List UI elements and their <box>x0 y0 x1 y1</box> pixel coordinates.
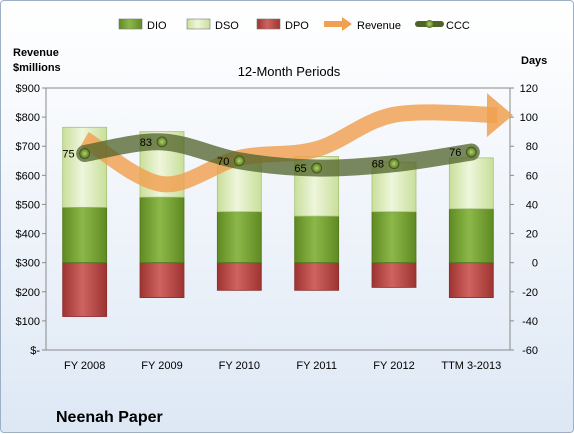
category-label: FY 2009 <box>141 360 182 372</box>
left-axis-label-line1: Revenue <box>13 47 59 59</box>
legend-label-dso: DSO <box>215 20 239 32</box>
legend-swatch-dso <box>186 18 211 30</box>
left-tick-label: $300 <box>16 258 40 270</box>
legend-swatch-ccc-dot <box>425 20 434 28</box>
dio-bar <box>216 211 262 264</box>
dpo-bar <box>139 262 185 298</box>
right-tick-label: 120 <box>520 83 538 95</box>
legend-swatch-dio <box>118 18 143 30</box>
left-tick-label: $900 <box>16 83 40 95</box>
legend-label-dpo: DPO <box>285 20 309 32</box>
legend: DIO DSO DPO Revenue CCC <box>118 17 470 32</box>
ccc-point <box>311 162 323 174</box>
category-label: TTM 3-2013 <box>441 360 501 372</box>
ccc-data-label: 76 <box>449 147 461 159</box>
legend-swatch-revenue-arrowhead <box>342 17 352 31</box>
ccc-line <box>76 133 480 177</box>
revenue-line <box>80 104 498 193</box>
right-tick-label: -60 <box>522 345 538 357</box>
left-tick-label: $700 <box>16 141 40 153</box>
chart-title: 12-Month Periods <box>238 64 341 79</box>
right-tick-label: 20 <box>526 229 538 241</box>
dso-bar <box>448 157 494 210</box>
left-tick-label: $200 <box>16 287 40 299</box>
company-name: Neenah Paper <box>56 409 163 426</box>
right-tick-label: 100 <box>520 112 538 124</box>
ccc-data-label: 83 <box>140 137 152 149</box>
dio-bar <box>371 211 417 264</box>
revenue-arrowhead <box>486 93 513 138</box>
dpo-bar <box>448 262 494 298</box>
right-tick-label: -20 <box>522 287 538 299</box>
left-tick-label: $- <box>30 345 40 357</box>
ccc-point <box>388 158 400 170</box>
left-tick-label: $600 <box>16 170 40 182</box>
legend-label-ccc: CCC <box>446 20 470 32</box>
ccc-point <box>233 155 245 167</box>
ccc-point <box>465 146 477 158</box>
category-label: FY 2010 <box>219 360 260 372</box>
dpo-bar <box>216 262 262 291</box>
ccc-layer: 75 83 70 65 68 76 <box>62 133 480 177</box>
dpo-bar <box>294 262 340 291</box>
plot-area <box>45 87 511 351</box>
dpo-bar <box>62 262 108 317</box>
dio-bar <box>294 215 340 264</box>
ccc-data-label: 70 <box>217 156 229 168</box>
left-axis-label-line2: $millions <box>13 62 61 74</box>
right-tick-label: 40 <box>526 199 538 211</box>
right-tick-label: 60 <box>526 170 538 182</box>
left-tick-label: $400 <box>16 229 40 241</box>
category-label: FY 2008 <box>64 360 105 372</box>
ccc-point <box>79 148 91 159</box>
dpo-bar <box>371 262 417 288</box>
right-tick-label: 80 <box>526 141 538 153</box>
dio-bar <box>139 196 185 264</box>
dio-bar <box>62 206 108 264</box>
legend-label-revenue: Revenue <box>357 20 401 32</box>
right-tick-label: -40 <box>522 316 538 328</box>
revenue-layer <box>80 93 513 193</box>
legend-swatch-dpo <box>256 18 281 30</box>
ccc-data-label: 68 <box>372 159 384 171</box>
left-tick-label: $100 <box>16 316 40 328</box>
dio-bar <box>448 208 494 264</box>
right-axis-label: Days <box>521 55 547 67</box>
ccc-data-label: 75 <box>62 149 74 161</box>
axes-layer: $- $100 $200 $300 $400 $500 $600 $700 $800 $900 -6… <box>16 83 538 372</box>
category-label: FY 2012 <box>373 360 414 372</box>
ccc-point <box>156 136 168 148</box>
right-tick-label: 0 <box>532 258 538 270</box>
left-tick-label: $800 <box>16 112 40 124</box>
category-label: FY 2011 <box>296 360 337 372</box>
legend-label-dio: DIO <box>147 20 167 32</box>
plot-border <box>45 87 511 351</box>
ccc-data-label: 65 <box>294 163 306 175</box>
left-tick-label: $500 <box>16 199 40 211</box>
